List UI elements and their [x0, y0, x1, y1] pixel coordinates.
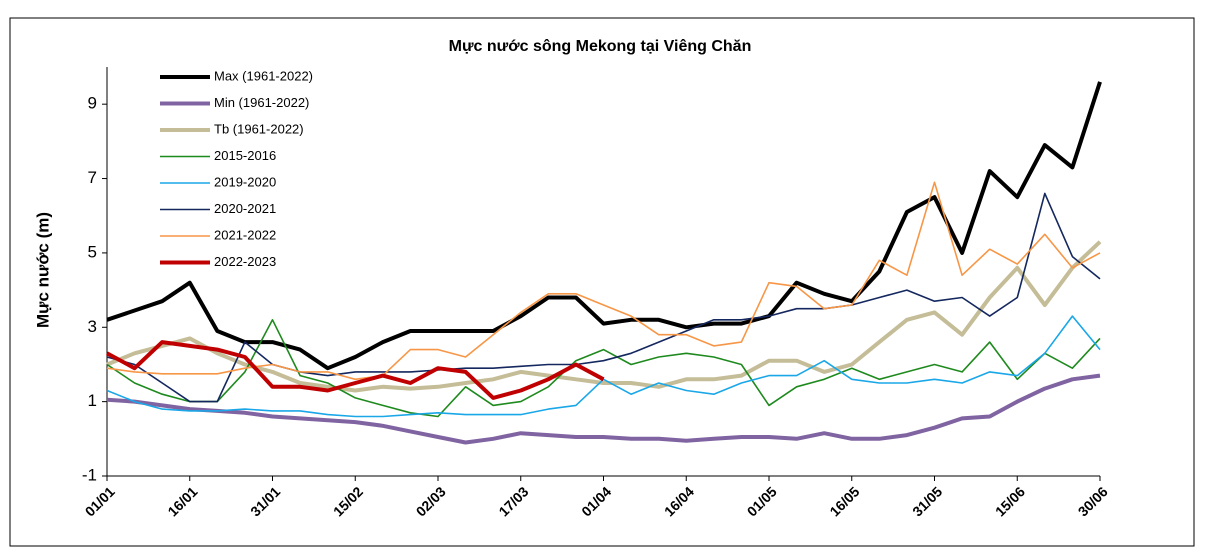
- legend-label: 2015-2016: [214, 148, 276, 163]
- legend-label: 2022-2023: [214, 254, 276, 269]
- legend-label: 2019-2020: [214, 174, 276, 189]
- legend-label: 2021-2022: [214, 227, 276, 242]
- series-line: [106, 373, 1101, 445]
- series-line: [106, 340, 605, 400]
- legend-label: Max (1961-2022): [214, 68, 313, 83]
- chart-frame: [9, 17, 1195, 547]
- series-line: [106, 181, 1101, 381]
- legend-label: Min (1961-2022): [214, 95, 309, 110]
- series-line: [106, 319, 1101, 418]
- y-tick-label: 9: [88, 94, 97, 113]
- y-tick-label: 5: [88, 242, 97, 261]
- y-tick-label: 1: [88, 391, 97, 410]
- legend-label: Tb (1961-2022): [214, 121, 304, 136]
- y-tick-label: 7: [88, 168, 97, 187]
- series-line: [106, 81, 1102, 371]
- chart-title: Mực nước sông Mekong tại Viêng Chăn: [449, 38, 752, 55]
- y-tick-label: 3: [88, 317, 97, 336]
- legend-label: 2020-2021: [214, 201, 276, 216]
- series-line: [106, 240, 1102, 393]
- y-tick-label: -1: [82, 465, 97, 484]
- y-axis-label: Mực nước (m): [33, 212, 52, 328]
